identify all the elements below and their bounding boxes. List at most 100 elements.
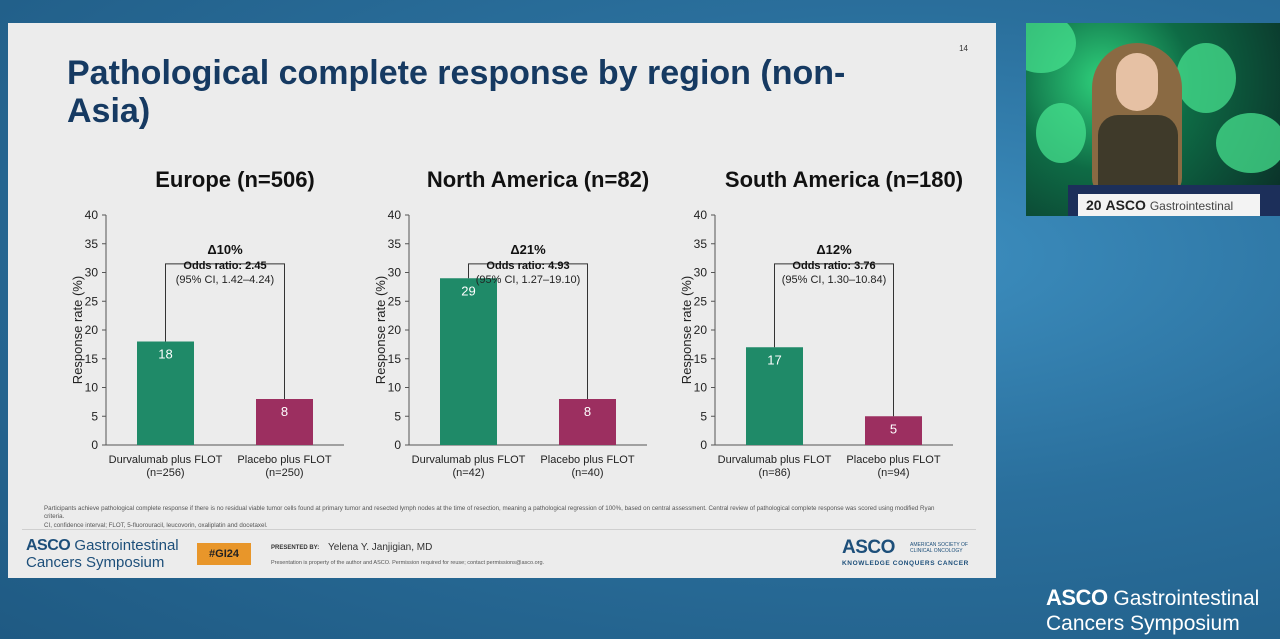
delta-annotation: Δ21% — [510, 242, 546, 257]
y-tick-label: 15 — [85, 352, 99, 366]
y-axis-label: Response rate (%) — [679, 276, 694, 384]
comparison-bracket — [468, 263, 588, 399]
bar — [440, 278, 497, 445]
y-tick-label: 20 — [388, 323, 402, 337]
asco-society-logo: ASCO AMERICAN SOCIETY OF CLINICAL ONCOLO… — [842, 537, 982, 567]
y-tick-label: 10 — [85, 381, 99, 395]
confidence-interval-annotation: (95% CI, 1.30–10.84) — [782, 274, 887, 286]
y-tick-label: 25 — [388, 294, 402, 308]
bar-value-label: 29 — [461, 283, 475, 298]
asco-logo-text: ASCO — [842, 537, 895, 558]
speaker-video-feed: 20 ASCO Gastrointestinal — [1026, 23, 1280, 216]
bar-chart: Europe (n=506) 0 5 10 15 20 25 30 35 40 Response r… — [70, 167, 344, 479]
y-tick-label: 40 — [85, 208, 99, 222]
podium-brand: ASCO — [1105, 197, 1146, 213]
footnote-definition: Participants achieve pathological comple… — [44, 505, 935, 521]
bar — [137, 341, 194, 445]
footnote: Participants achieve pathological comple… — [44, 505, 954, 530]
odds-ratio-annotation: Odds ratio: 3.76 — [792, 260, 875, 272]
presentation-slide: 14 Pathological complete response by reg… — [8, 23, 996, 578]
y-tick-label: 0 — [700, 438, 707, 452]
y-tick-label: 30 — [85, 266, 99, 280]
y-tick-label: 10 — [694, 381, 708, 395]
odds-ratio-annotation: Odds ratio: 4.93 — [486, 260, 569, 272]
y-tick-label: 10 — [388, 381, 402, 395]
y-tick-label: 15 — [388, 352, 402, 366]
podium-sign: 20 ASCO Gastrointestinal — [1078, 194, 1260, 216]
y-tick-label: 5 — [394, 409, 401, 423]
y-tick-label: 30 — [388, 266, 402, 280]
slide-title: Pathological complete response by region… — [67, 54, 846, 130]
x-category-label: Durvalumab plus FLOT — [412, 454, 526, 466]
y-tick-label: 35 — [694, 237, 708, 251]
y-tick-label: 20 — [694, 323, 708, 337]
y-axis-label: Response rate (%) — [70, 276, 85, 384]
y-tick-label: 30 — [694, 266, 708, 280]
y-tick-label: 35 — [388, 237, 402, 251]
asco-society-name: AMERICAN SOCIETY OF CLINICAL ONCOLOGY — [910, 542, 968, 554]
corner-symposium-logo: ASCO Gastrointestinal Cancers Symposium — [1046, 586, 1259, 635]
symposium-logo-line1: Gastrointestinal — [70, 537, 179, 554]
x-category-n: (n=42) — [452, 467, 484, 479]
delta-annotation: Δ10% — [207, 242, 243, 257]
x-category-n: (n=40) — [571, 467, 603, 479]
comparison-bracket — [165, 263, 285, 399]
speaker-face — [1116, 53, 1158, 111]
bar-value-label: 8 — [584, 404, 591, 419]
slide-number: 14 — [959, 44, 968, 53]
y-axis-label: Response rate (%) — [373, 276, 388, 384]
stage-light — [1026, 23, 1076, 73]
odds-ratio-annotation: Odds ratio: 2.45 — [183, 260, 266, 272]
y-tick-label: 40 — [694, 208, 708, 222]
y-tick-label: 20 — [85, 323, 99, 337]
bar-chart: South America (n=180) 0 5 10 15 20 25 30 35 40 Res… — [679, 167, 963, 479]
corner-logo-line2: Cancers Symposium — [1046, 612, 1240, 635]
bar-chart: North America (n=82) 0 5 10 15 20 25 30 35 40 Resp… — [373, 167, 649, 479]
y-tick-label: 25 — [85, 294, 99, 308]
asco-tagline: KNOWLEDGE CONQUERS CANCER — [842, 560, 969, 567]
confidence-interval-annotation: (95% CI, 1.27–19.10) — [476, 274, 581, 286]
symposium-logo-line2: Cancers Symposium — [26, 554, 165, 571]
y-tick-label: 40 — [388, 208, 402, 222]
x-category-n: (n=256) — [146, 467, 184, 479]
x-category-n: (n=250) — [265, 467, 303, 479]
stage-light — [1036, 103, 1086, 163]
chart-north-america: North America (n=82) 0 5 10 15 20 25 30 35 40 Resp… — [357, 161, 677, 481]
corner-logo-line1: Gastrointestinal — [1107, 587, 1260, 610]
footnote-abbreviations: CI, confidence interval; FLOT, 5-fluorou… — [44, 521, 268, 529]
x-category-label: Durvalumab plus FLOT — [718, 454, 832, 466]
stage-light — [1216, 113, 1280, 173]
podium-text: Gastrointestinal — [1149, 199, 1234, 213]
y-tick-label: 15 — [694, 352, 708, 366]
bar-value-label: 17 — [767, 352, 781, 367]
chart-title: South America (n=180) — [725, 167, 963, 192]
presented-by-label: PRESENTED BY: — [271, 545, 320, 551]
y-tick-label: 5 — [700, 409, 707, 423]
x-category-label: Placebo plus FLOT — [846, 454, 940, 466]
bar-value-label: 5 — [890, 421, 897, 436]
bar-value-label: 18 — [158, 347, 172, 362]
stage-light — [1176, 43, 1236, 113]
x-category-label: Placebo plus FLOT — [540, 454, 634, 466]
podium-number: 20 — [1086, 197, 1102, 213]
hashtag-badge: #GI24 — [197, 543, 251, 565]
y-tick-label: 5 — [91, 409, 98, 423]
chart-europe: Europe (n=506) 0 5 10 15 20 25 30 35 40 Response r… — [54, 161, 374, 481]
x-category-n: (n=94) — [877, 467, 909, 479]
y-tick-label: 25 — [694, 294, 708, 308]
chart-title: North America (n=82) — [427, 167, 649, 192]
corner-logo-brand: ASCO — [1046, 585, 1108, 610]
chart-title: Europe (n=506) — [155, 167, 315, 192]
x-category-label: Durvalumab plus FLOT — [109, 454, 223, 466]
symposium-logo-brand: ASCO — [26, 537, 71, 554]
copyright-disclaimer: Presentation is property of the author a… — [271, 560, 545, 566]
presenter-name: Yelena Y. Janjigian, MD — [328, 542, 433, 553]
chart-south-america: South America (n=180) 0 5 10 15 20 25 30 35 40 Res… — [663, 161, 983, 481]
bar — [865, 416, 922, 445]
y-tick-label: 35 — [85, 237, 99, 251]
bar — [746, 347, 803, 445]
bar — [256, 399, 313, 445]
confidence-interval-annotation: (95% CI, 1.42–4.24) — [176, 274, 274, 286]
y-tick-label: 0 — [394, 438, 401, 452]
delta-annotation: Δ12% — [816, 242, 852, 257]
